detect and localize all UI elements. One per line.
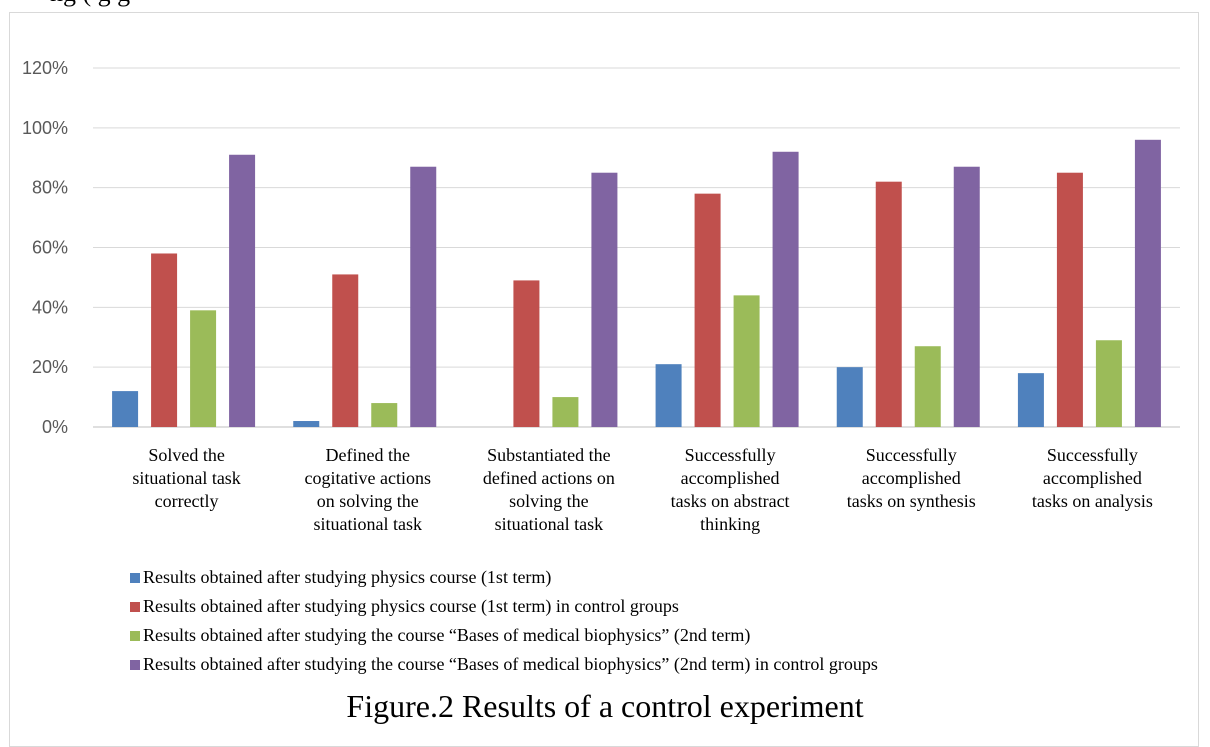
bar	[410, 166, 437, 427]
y-tick-label: 20%	[32, 357, 68, 377]
legend-label: Results obtained after studying the cour…	[143, 625, 751, 645]
bar	[229, 154, 256, 427]
x-category-label: accomplished	[862, 468, 961, 488]
y-tick-label: 80%	[32, 178, 68, 198]
bar	[694, 193, 721, 427]
legend-swatch	[130, 630, 140, 641]
bar	[332, 274, 359, 427]
bar	[190, 310, 217, 427]
y-tick-label: 0%	[42, 417, 68, 437]
x-category-label: correctly	[155, 491, 219, 511]
x-category-label: situational task	[314, 514, 422, 534]
x-category-label: accomplished	[1043, 468, 1142, 488]
bar	[914, 346, 941, 427]
bar	[513, 280, 540, 427]
x-category-label: situational task	[132, 468, 240, 488]
x-category-label: Successfully	[685, 445, 776, 465]
bar	[1017, 373, 1044, 427]
bar	[552, 397, 579, 427]
bar	[371, 403, 398, 427]
bar	[591, 172, 618, 427]
x-category-label: tasks on analysis	[1032, 491, 1153, 511]
bar	[1056, 172, 1083, 427]
top-caption-fragment: ng ( g g	[50, 0, 1210, 12]
x-category-label: Solved the	[148, 445, 225, 465]
x-category-label: cogitative actions	[305, 468, 431, 488]
x-category-label: accomplished	[681, 468, 780, 488]
x-category-label: thinking	[700, 514, 760, 534]
bar	[112, 391, 139, 427]
bar	[1095, 340, 1122, 427]
legend-label: Results obtained after studying physics …	[143, 596, 679, 616]
legend-swatch	[130, 572, 140, 583]
legend: Results obtained after studying physics …	[130, 563, 878, 679]
y-tick-label: 120%	[22, 58, 68, 78]
legend-label: Results obtained after studying physics …	[143, 567, 552, 587]
x-category-label: Successfully	[1047, 445, 1138, 465]
legend-item: Results obtained after studying physics …	[130, 563, 878, 592]
bar	[836, 367, 863, 427]
bar	[151, 253, 178, 427]
bar	[1134, 139, 1161, 428]
legend-label: Results obtained after studying the cour…	[143, 654, 878, 674]
x-category-label: Substantiated the	[487, 445, 610, 465]
figure-caption: Figure.2 Results of a control experiment	[346, 688, 864, 724]
bar	[655, 364, 682, 427]
legend-item: Results obtained after studying the cour…	[130, 621, 878, 650]
bar	[875, 181, 902, 427]
x-category-label: tasks on abstract	[671, 491, 790, 511]
bar	[733, 295, 760, 427]
x-category-label: solving the	[509, 491, 589, 511]
legend-item: Results obtained after studying the cour…	[130, 650, 878, 679]
bar	[953, 166, 980, 427]
legend-swatch	[130, 659, 140, 670]
y-tick-label: 100%	[22, 118, 68, 138]
y-tick-label: 60%	[32, 238, 68, 258]
bar	[772, 151, 799, 427]
x-category-label: Defined the	[326, 445, 410, 465]
x-category-label: defined actions on	[483, 468, 615, 488]
legend-item: Results obtained after studying physics …	[130, 592, 878, 621]
x-category-label: situational task	[495, 514, 603, 534]
x-category-label: tasks on synthesis	[847, 491, 976, 511]
x-category-label: Successfully	[866, 445, 957, 465]
x-category-label: on solving the	[317, 491, 419, 511]
legend-swatch	[130, 601, 140, 612]
y-tick-label: 40%	[32, 297, 68, 317]
bar	[293, 421, 320, 427]
